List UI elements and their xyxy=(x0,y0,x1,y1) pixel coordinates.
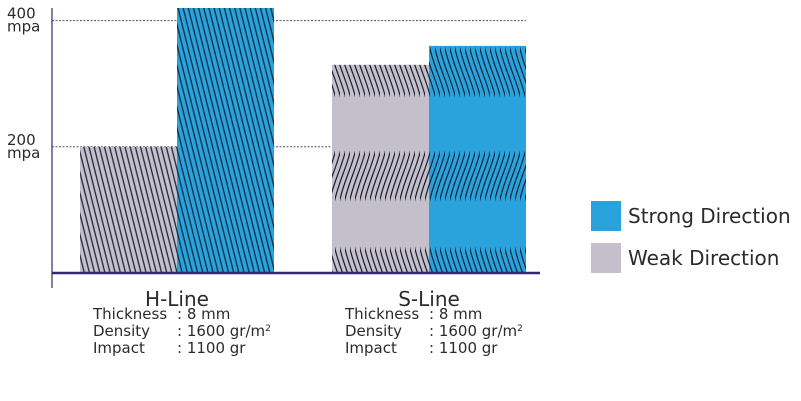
spec-row: Thickness : 8 mm xyxy=(93,306,271,323)
y-tick-label-400: 400 xyxy=(7,5,36,23)
spec-row: Thickness : 8 mm xyxy=(345,306,523,323)
spec-key: Thickness xyxy=(345,305,420,323)
legend-swatch-strong-direction xyxy=(591,201,621,231)
spec-value: : 1100 gr xyxy=(177,339,246,357)
y-tick-unit-200: mpa xyxy=(7,144,40,162)
bar-s-line-strong-direction xyxy=(429,45,526,273)
legend-label-weak-direction: Weak Direction xyxy=(628,246,779,270)
spec-superscript: 2 xyxy=(517,324,523,334)
category-label-h-line: H-Line xyxy=(145,287,209,311)
axes xyxy=(51,8,540,288)
bars xyxy=(80,8,526,274)
legend-label-strong-direction: Strong Direction xyxy=(628,204,791,228)
spec-value: : 1600 gr/m xyxy=(429,322,518,340)
spec-superscript: 2 xyxy=(265,324,271,334)
bar-h-line-weak-direction xyxy=(80,146,177,273)
spec-key: Thickness xyxy=(93,305,168,323)
spec-block-s-line: Thickness : 8 mm Density : 1600 gr/m2 Impa… xyxy=(345,306,523,357)
legend-swatch-weak-direction xyxy=(591,243,621,273)
spec-key: Density xyxy=(93,322,151,340)
y-tick-unit-400: mpa xyxy=(7,18,40,36)
spec-row: Impact : 1100 gr xyxy=(93,340,271,357)
spec-value: : 8 mm xyxy=(429,305,483,323)
y-tick-label-200: 200 xyxy=(7,131,36,149)
bar-s-line-weak-direction xyxy=(332,64,429,274)
spec-key: Impact xyxy=(93,339,145,357)
spec-value: : 8 mm xyxy=(177,305,231,323)
spec-value: : 1600 gr/m xyxy=(177,322,266,340)
spec-key: Density xyxy=(345,322,403,340)
x-category-labels: H-Line S-Line xyxy=(145,287,460,311)
spec-row: Impact : 1100 gr xyxy=(345,340,523,357)
bar-h-line-strong-direction xyxy=(177,8,274,273)
category-label-s-line: S-Line xyxy=(398,287,460,311)
spec-row: Density : 1600 gr/m2 xyxy=(345,323,523,340)
legend: Strong Direction Weak Direction xyxy=(591,201,791,273)
spec-row: Density : 1600 gr/m2 xyxy=(93,323,271,340)
spec-value: : 1100 gr xyxy=(429,339,498,357)
spec-key: Impact xyxy=(345,339,397,357)
spec-block-h-line: Thickness : 8 mm Density : 1600 gr/m2 Impa… xyxy=(93,306,271,357)
